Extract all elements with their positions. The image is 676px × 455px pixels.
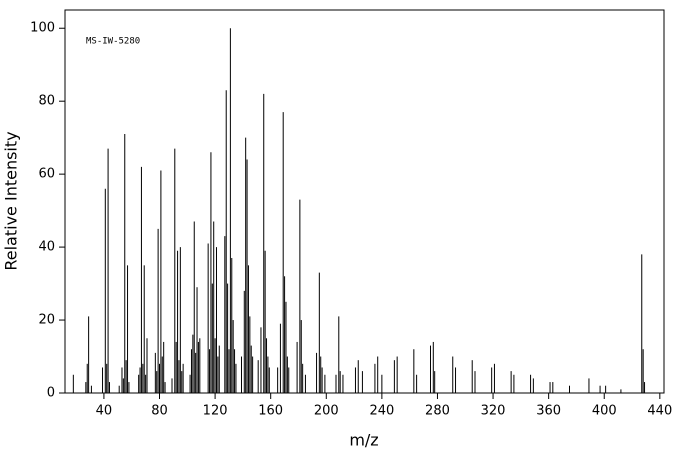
annotation: MS-IW-5280 bbox=[86, 37, 140, 47]
x-tick-label: 400 bbox=[592, 404, 617, 419]
y-tick-label: 0 bbox=[47, 386, 55, 401]
y-tick-label: 100 bbox=[30, 21, 55, 36]
x-tick-label: 120 bbox=[203, 404, 228, 419]
x-axis-label: m/z bbox=[349, 431, 378, 450]
x-tick-label: 80 bbox=[151, 404, 168, 419]
y-axis-label: Relative Intensity bbox=[2, 131, 21, 270]
x-tick-label: 360 bbox=[536, 404, 561, 419]
y-tick-label: 60 bbox=[38, 167, 55, 182]
plot-frame bbox=[64, 9, 665, 394]
x-tick-label: 440 bbox=[647, 404, 672, 419]
y-tick-label: 80 bbox=[38, 94, 55, 109]
y-tick-label: 20 bbox=[38, 313, 55, 328]
x-tick-label: 240 bbox=[369, 404, 394, 419]
x-tick-label: 160 bbox=[258, 404, 283, 419]
y-tick-label: 40 bbox=[38, 240, 55, 255]
x-tick-label: 200 bbox=[314, 404, 339, 419]
x-tick-label: 280 bbox=[425, 404, 450, 419]
x-tick-label: 320 bbox=[481, 404, 506, 419]
x-tick-label: 40 bbox=[96, 404, 113, 419]
